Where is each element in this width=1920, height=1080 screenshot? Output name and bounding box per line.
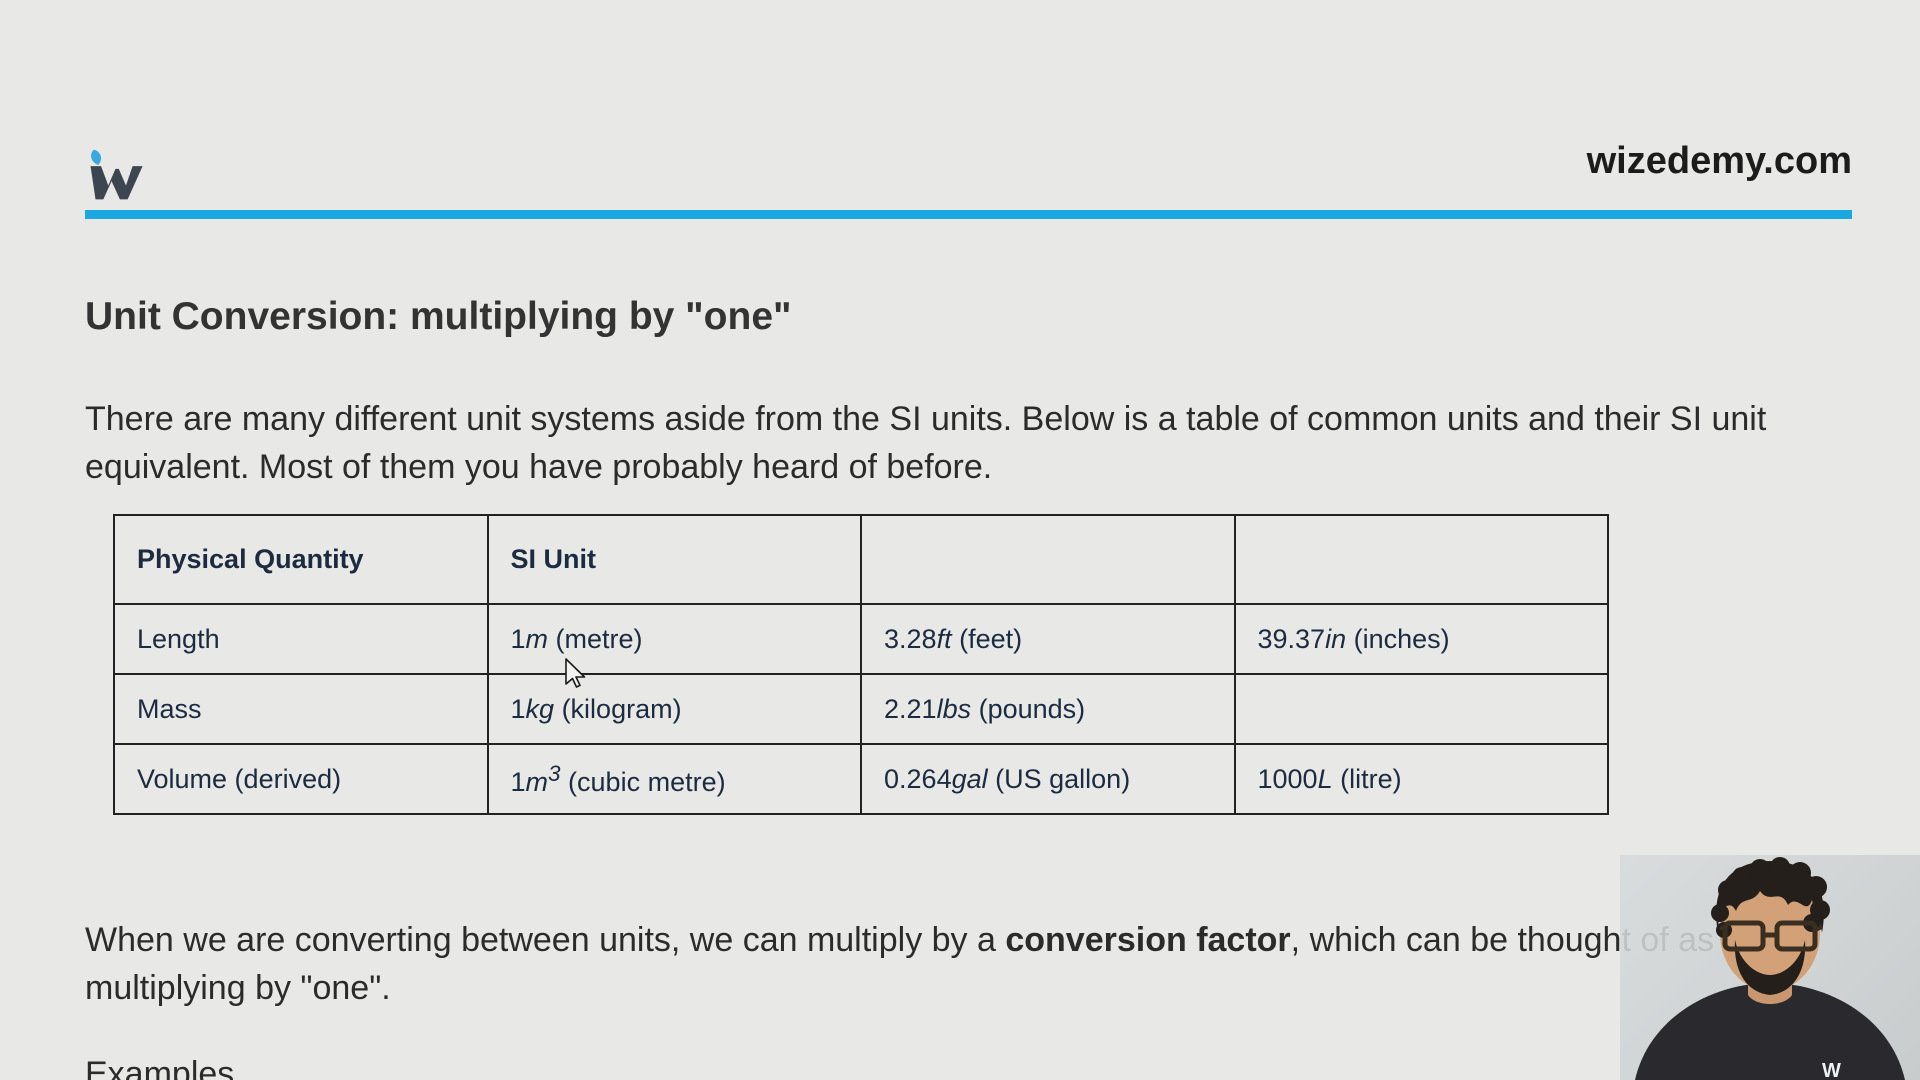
svg-text:W: W: [1822, 1060, 1842, 1080]
